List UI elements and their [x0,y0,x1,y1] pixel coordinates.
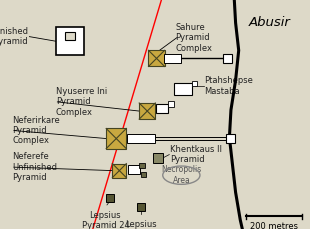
Text: Lepsius
Pyramid 25: Lepsius Pyramid 25 [117,220,165,229]
Text: Neferirkare
Pyramid
Complex: Neferirkare Pyramid Complex [12,116,60,145]
Bar [139,163,144,168]
Text: Sahure
Pyramid
Complex: Sahure Pyramid Complex [175,23,212,53]
Text: Neferefe
Unfinished
Pyramid: Neferefe Unfinished Pyramid [12,152,57,182]
Text: Unfinished
Pyramid: Unfinished Pyramid [0,27,28,46]
Bar [139,103,155,119]
Text: Nyuserre Ini
Pyramid
Complex: Nyuserre Ini Pyramid Complex [56,87,107,117]
Bar [106,194,114,202]
Text: Lepsius
Pyramid 24: Lepsius Pyramid 24 [82,211,129,229]
Bar [112,164,126,177]
Text: Ptahshepse
Mastaba: Ptahshepse Mastaba [205,76,254,95]
Bar [174,83,192,95]
Bar [128,165,140,174]
Bar [56,27,84,55]
Text: 200 metres: 200 metres [250,222,298,229]
Bar [226,134,235,143]
Bar [65,32,75,40]
Bar [164,54,181,63]
Bar [148,50,165,66]
Bar [156,104,168,113]
Bar [223,54,232,63]
Bar [141,172,146,177]
Bar [168,101,174,107]
Bar [127,134,155,143]
Text: Khentkaus II
Pyramid: Khentkaus II Pyramid [170,145,222,164]
Bar [137,203,145,211]
Bar [153,153,163,163]
Bar [106,128,126,149]
Bar [192,81,197,86]
Text: Necropolis
Area: Necropolis Area [161,166,202,185]
Text: Abusir: Abusir [249,16,291,29]
